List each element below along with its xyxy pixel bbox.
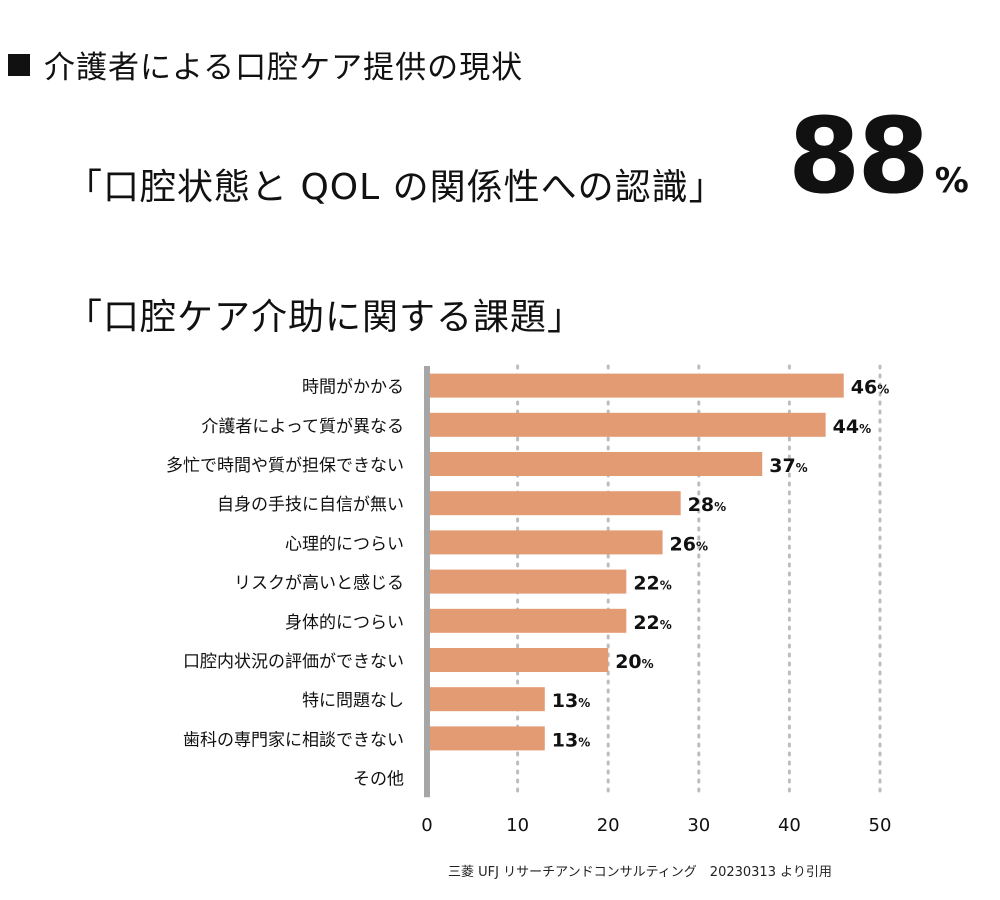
category-label: 介護者によって質が異なる (201, 417, 404, 437)
bar (427, 648, 609, 672)
value-label: 22% (633, 612, 671, 634)
value-unit: % (714, 500, 726, 514)
value-unit: % (578, 735, 590, 749)
category-label: リスクが高いと感じる (234, 574, 404, 594)
category-label: 口腔内状況の評価ができない (183, 652, 404, 672)
highlight-quote: 「口腔状態と QOL の関係性への認識」 (66, 167, 726, 208)
bar (427, 452, 763, 476)
highlight-value: 88 (788, 95, 930, 217)
section-heading: 介護者による口腔ケア提供の現状 (8, 42, 523, 87)
x-tick-label: 10 (506, 815, 529, 836)
value-unit: % (859, 422, 871, 436)
value-label: 13% (552, 690, 590, 712)
value-label: 37% (769, 455, 807, 477)
bar-chart: 時間がかかる 46% 介護者によって質が異なる 44% 多忙で時間や質が担保できない 37… (166, 364, 892, 836)
bar (427, 726, 545, 751)
value-unit: % (796, 461, 808, 475)
value-label: 26% (670, 533, 708, 555)
category-label: 自身の手技に自信が無い (217, 495, 404, 515)
source-note: 三菱 UFJ リサーチアンドコンサルティング 20230313 より引用 (448, 865, 832, 880)
value-label: 22% (633, 573, 671, 595)
bar (427, 569, 627, 594)
category-label: 多忙で時間や質が担保できない (166, 456, 404, 476)
bar (427, 373, 844, 398)
bar (427, 687, 545, 712)
value-unit: % (642, 657, 654, 671)
category-label: 特に問題なし (302, 691, 404, 711)
value-unit: % (696, 539, 708, 553)
category-label: 心理的につらい (285, 534, 404, 554)
bar (427, 608, 627, 633)
value-label: 20% (615, 651, 653, 673)
x-tick-label: 20 (597, 815, 620, 836)
value-label: 44% (833, 416, 871, 438)
highlight-unit: % (934, 161, 969, 201)
value-label: 46% (851, 377, 889, 399)
value-unit: % (877, 383, 889, 397)
x-tick-label: 30 (687, 815, 710, 836)
value-unit: % (660, 579, 672, 593)
category-label: 身体的につらい (285, 613, 404, 633)
highlight-stat: 88 % (788, 104, 969, 208)
bar (427, 412, 826, 437)
value-label: 13% (552, 729, 590, 751)
category-label: 歯科の専門家に相談できない (183, 730, 404, 750)
bar (427, 530, 663, 555)
category-label: その他 (353, 770, 404, 790)
bar (427, 491, 681, 516)
x-tick-label: 50 (869, 815, 892, 836)
category-label: 時間がかかる (302, 378, 404, 398)
x-tick-label: 40 (778, 815, 801, 836)
value-unit: % (578, 696, 590, 710)
page-title: 介護者による口腔ケア提供の現状 (44, 50, 524, 86)
heading-square-marker (8, 53, 30, 76)
chart-title: 「口腔ケア介助に関する課題」 (66, 297, 585, 338)
value-label: 28% (688, 494, 726, 516)
value-unit: % (660, 618, 672, 632)
x-tick-label: 0 (421, 815, 432, 836)
